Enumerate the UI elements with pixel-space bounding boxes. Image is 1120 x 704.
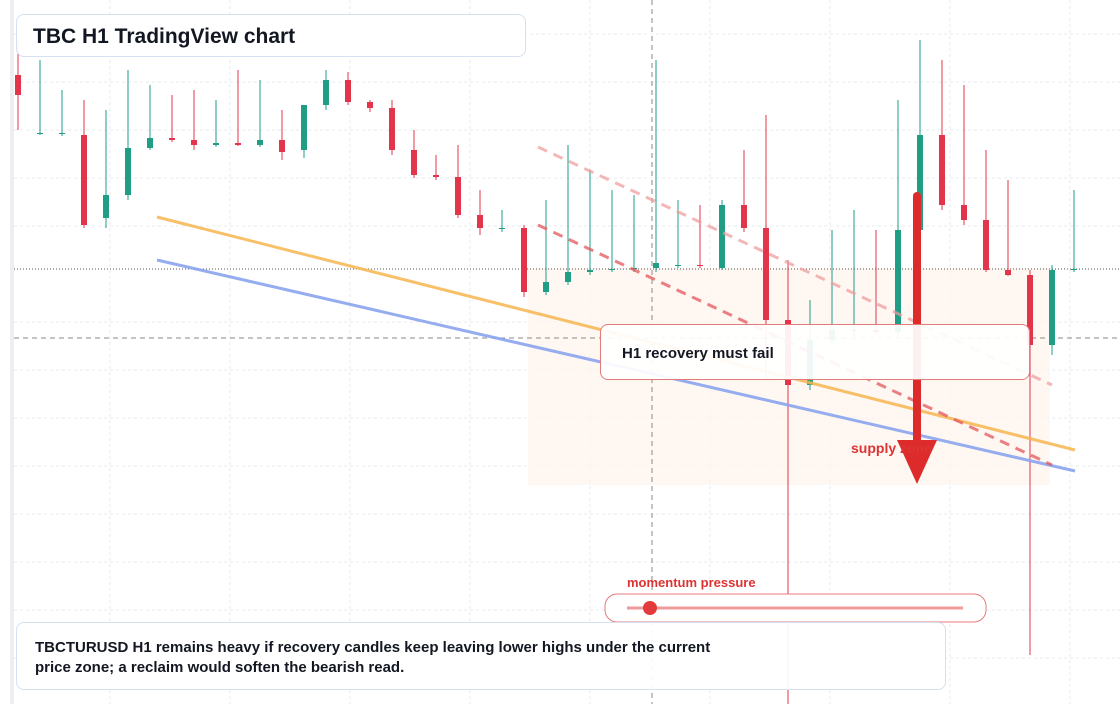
arrow-head xyxy=(897,440,937,484)
candle-body xyxy=(521,228,527,292)
candle-body xyxy=(147,138,153,148)
candle-body xyxy=(191,140,197,145)
candle-body xyxy=(1049,270,1055,345)
annotation-box: H1 recovery must fail xyxy=(600,324,1030,380)
candle-body xyxy=(433,175,439,177)
gauge-label: momentum pressure xyxy=(627,575,756,590)
gauge-knob xyxy=(643,601,657,615)
candle-body xyxy=(37,133,43,134)
caption-box: TBCTURUSD H1 remains heavy if recovery c… xyxy=(16,622,946,690)
candle-body xyxy=(213,143,219,145)
candle-body xyxy=(675,265,681,266)
candle-body xyxy=(719,205,725,268)
candle-body xyxy=(961,205,967,220)
candle-body xyxy=(1027,275,1033,345)
candle-body xyxy=(895,230,901,332)
candle-body xyxy=(257,140,263,145)
candle-body xyxy=(81,135,87,225)
candle-body xyxy=(125,148,131,195)
candle-body xyxy=(169,138,175,140)
candle-body xyxy=(411,150,417,175)
zone-label: supply zone xyxy=(851,440,932,456)
candle-body xyxy=(59,133,65,134)
candle-body xyxy=(697,265,703,266)
candle-body xyxy=(367,102,373,108)
candle-body xyxy=(499,228,505,229)
annotation: H1 recovery must fail xyxy=(622,345,774,362)
candle-body xyxy=(741,205,747,228)
candle-body xyxy=(939,135,945,205)
candle-body xyxy=(455,177,461,215)
trend-line xyxy=(537,223,1053,467)
candles xyxy=(15,40,1077,704)
candle-body xyxy=(565,272,571,282)
trend-line xyxy=(537,145,1053,387)
candle-body xyxy=(653,263,659,268)
candle-body xyxy=(477,215,483,228)
candle-body xyxy=(389,108,395,150)
candle-body xyxy=(279,140,285,152)
candle-body xyxy=(301,105,307,150)
candle-body xyxy=(983,220,989,270)
title: TBC H1 TradingView chart xyxy=(33,25,296,48)
candle-body xyxy=(345,80,351,102)
caption: TBCTURUSD H1 remains heavy if recovery c… xyxy=(35,639,711,676)
candle-body xyxy=(587,270,593,272)
candle-body xyxy=(235,143,241,145)
candle-body xyxy=(1071,269,1077,270)
candle-body xyxy=(609,269,615,270)
candle-body xyxy=(763,228,769,320)
candle-body xyxy=(323,80,329,105)
candle-body xyxy=(1005,270,1011,275)
left-edge xyxy=(10,0,14,704)
candle-body xyxy=(543,282,549,292)
candle-body xyxy=(103,195,109,218)
candle-body xyxy=(15,75,21,95)
title-box: TBC H1 TradingView chart xyxy=(16,14,526,57)
candle-body xyxy=(917,135,923,230)
